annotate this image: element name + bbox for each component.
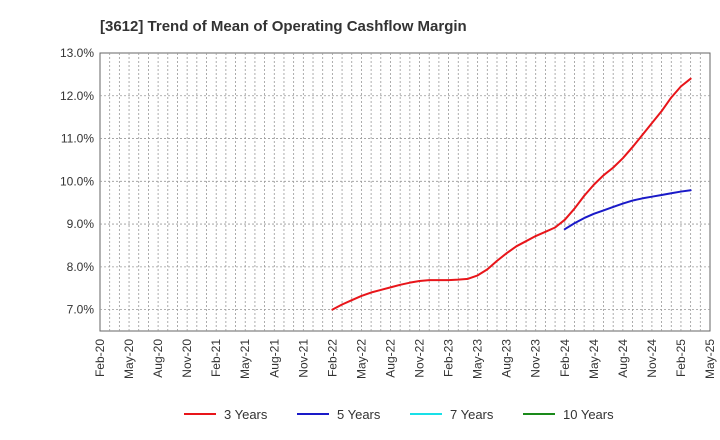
series-lines	[331, 77, 692, 311]
y-axis-ticks: 7.0% 8.0% 9.0% 10.0% 11.0% 12.0% 13.0%	[60, 46, 94, 317]
x-tick-label: May-22	[354, 339, 368, 379]
y-tick-label: 8.0%	[67, 260, 95, 274]
x-axis-ticks: Feb-20 May-20 Aug-20 Nov-20 Feb-21 May-21 Aug-…	[93, 339, 717, 379]
x-tick-label: Nov-20	[180, 339, 194, 378]
x-tick-label: Feb-20	[93, 339, 107, 377]
legend-label: 10 Years	[563, 407, 614, 422]
x-tick-label: Aug-20	[151, 339, 165, 378]
x-tick-label: Aug-24	[616, 339, 630, 378]
x-tick-label: May-24	[587, 339, 601, 379]
x-tick-label: Nov-24	[645, 339, 659, 378]
x-tick-label: Nov-23	[529, 339, 543, 378]
x-tick-label: Aug-23	[500, 339, 514, 378]
y-tick-label: 9.0%	[67, 217, 95, 231]
x-tick-label: Aug-22	[383, 339, 397, 378]
x-tick-label: Feb-23	[442, 339, 456, 377]
x-tick-label: May-20	[122, 339, 136, 379]
y-tick-label: 13.0%	[60, 46, 94, 60]
legend-label: 3 Years	[224, 407, 268, 422]
x-tick-label: Nov-22	[413, 339, 427, 378]
plot-frame	[99, 52, 711, 332]
series-line-1	[563, 189, 692, 231]
x-tick-label: May-21	[238, 339, 252, 379]
grid-lines	[100, 53, 710, 331]
x-tick-label: Aug-21	[267, 339, 281, 378]
y-tick-label: 11.0%	[61, 132, 94, 146]
x-tick-label: Feb-25	[674, 339, 688, 377]
plot-area	[99, 52, 711, 332]
y-tick-label: 7.0%	[67, 303, 95, 317]
y-tick-label: 12.0%	[60, 89, 94, 103]
x-tick-label: May-25	[703, 339, 717, 379]
x-tick-label: Feb-22	[325, 339, 339, 377]
x-tick-label: Nov-21	[296, 339, 310, 378]
legend-label: 7 Years	[450, 407, 494, 422]
legend-label: 5 Years	[337, 407, 381, 422]
y-tick-label: 10.0%	[60, 174, 94, 188]
chart-title: [3612] Trend of Mean of Operating Cashfl…	[100, 18, 467, 35]
series-line-0	[331, 77, 692, 311]
x-tick-label: May-23	[471, 339, 485, 379]
x-tick-label: Feb-24	[558, 339, 572, 377]
legend: 3 Years 5 Years 7 Years 10 Years	[184, 407, 614, 422]
x-tick-label: Feb-21	[209, 339, 223, 377]
